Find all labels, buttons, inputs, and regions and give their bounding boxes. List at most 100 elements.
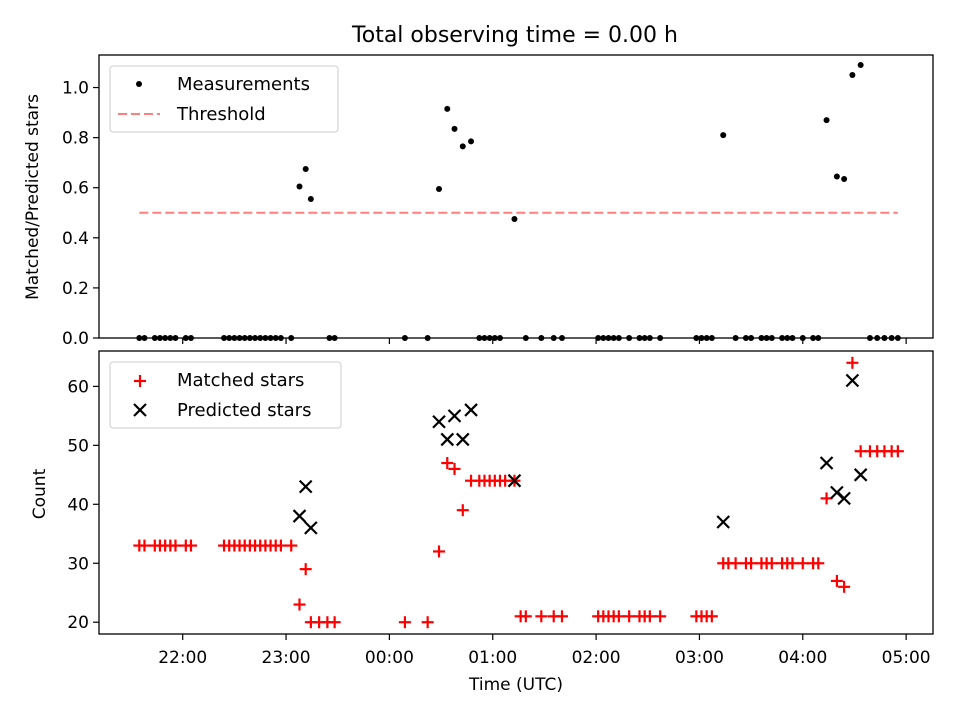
star-count-panel: 22:00 23:00 00:00 01:00 02:00 03:00 04:00 05:00… xyxy=(30,350,934,668)
bottom-y-axis-label: Count xyxy=(30,468,50,519)
matched-stars-point xyxy=(786,557,799,570)
y-tick-label: 0.8 xyxy=(62,129,89,149)
predicted-stars-point xyxy=(837,491,851,506)
y-tick-label: 20 xyxy=(67,613,89,633)
predicted-stars-point xyxy=(716,515,730,529)
matched-stars-point xyxy=(441,457,454,470)
matched-stars-point xyxy=(820,492,833,505)
matched-stars-point xyxy=(623,610,636,623)
y-tick-label: 50 xyxy=(67,436,89,456)
y-tick-label: 0.2 xyxy=(62,279,89,299)
matched-stars-point xyxy=(745,557,758,570)
predicted-stars-point xyxy=(292,509,307,523)
matched-stars-point xyxy=(398,616,411,629)
bottom-plot-frame xyxy=(98,350,934,635)
matched-stars-point xyxy=(421,616,434,629)
measurements-point xyxy=(436,185,443,192)
matched-stars-point xyxy=(729,557,742,570)
matched-stars-point xyxy=(184,539,197,552)
measurements-point xyxy=(720,132,727,139)
x-tick-label: 22:00 xyxy=(158,648,207,668)
x-tick-label: 02:00 xyxy=(572,648,621,668)
legend-threshold-label: Threshold xyxy=(176,104,266,125)
predicted-stars-point xyxy=(853,468,868,482)
x-axis-label: Time (UTC) xyxy=(468,675,563,695)
bottom-axis-ticks: 22:00 23:00 00:00 01:00 02:00 03:00 04:00 05:00… xyxy=(67,377,930,668)
x-tick-label: 01:00 xyxy=(468,648,517,668)
x-tick-label: 05:00 xyxy=(882,648,931,668)
matched-stars-point xyxy=(293,598,306,611)
y-tick-label: 60 xyxy=(67,377,89,397)
measurements-point xyxy=(302,165,309,172)
predicted-stars-point xyxy=(304,521,318,535)
matched-stars-point xyxy=(169,539,182,552)
matched-stars-point xyxy=(654,610,667,623)
bottom-legend: Matched stars Predicted stars xyxy=(109,361,342,429)
predicted-stars-point xyxy=(845,373,860,388)
measurements-point xyxy=(468,138,475,145)
legend-predicted-marker xyxy=(133,403,147,417)
matched-stars-point xyxy=(535,610,548,623)
matched-stars-point xyxy=(830,574,843,587)
top-legend-box xyxy=(109,65,339,133)
matched-stars-point xyxy=(328,616,341,629)
x-tick-label: 04:00 xyxy=(778,648,827,668)
measurements-point xyxy=(841,175,848,182)
matched-stars-point xyxy=(448,462,461,475)
matched-stars-point xyxy=(612,610,625,623)
legend-matched-label: Matched stars xyxy=(177,370,304,391)
matched-stars-point xyxy=(891,445,904,458)
matched-ratio-panel: 0.0 0.2 0.4 0.6 0.8 1.0 Matched/Predicted sta… xyxy=(23,54,934,349)
y-tick-label: 0.4 xyxy=(62,229,89,249)
predicted-stars-point xyxy=(432,414,446,429)
y-tick-label: 40 xyxy=(67,495,89,515)
measurements-point xyxy=(511,216,518,223)
predicted-stars-point xyxy=(298,479,313,494)
predicted-stars-point xyxy=(464,403,478,417)
measurements-point xyxy=(296,183,303,190)
bottom-legend-box xyxy=(109,361,342,429)
measurements-point xyxy=(444,105,451,112)
matched-stars-point xyxy=(138,539,151,552)
top-plot-frame xyxy=(98,54,934,339)
matched-stars-point xyxy=(274,539,287,552)
measurements-point xyxy=(823,117,830,124)
matched-stars-point xyxy=(555,610,568,623)
measurements-point xyxy=(307,196,314,203)
measurements-point xyxy=(857,62,864,69)
x-tick-label: 00:00 xyxy=(365,648,414,668)
x-tick-label: 03:00 xyxy=(675,648,724,668)
matched-stars-point xyxy=(456,504,469,517)
legend-predicted-label: Predicted stars xyxy=(177,400,311,421)
top-legend: Measurements Threshold xyxy=(109,65,339,133)
predicted-stars-point xyxy=(440,432,455,447)
measurements-point xyxy=(459,143,466,150)
figure-title: Total observing time = 0.00 h xyxy=(351,23,678,48)
matched-stars-point xyxy=(765,557,778,570)
legend-measurements-marker xyxy=(136,81,142,87)
matched-stars-point xyxy=(643,610,656,623)
top-axis-ticks: 0.0 0.2 0.4 0.6 0.8 1.0 xyxy=(62,79,907,349)
y-tick-label: 0.0 xyxy=(62,329,89,349)
legend-matched-marker xyxy=(134,375,146,387)
matched-stars-point xyxy=(796,557,809,570)
legend-measurements-label: Measurements xyxy=(177,74,310,95)
top-y-axis-label: Matched/Predicted stars xyxy=(23,94,43,300)
x-tick-label: 23:00 xyxy=(262,648,311,668)
matched-stars-point xyxy=(705,610,718,623)
matched-stars-point xyxy=(519,610,532,623)
matched-stars-point xyxy=(812,557,825,570)
y-tick-label: 0.6 xyxy=(62,179,89,199)
predicted-stars-point xyxy=(819,456,834,470)
measurements-point xyxy=(451,125,458,132)
matched-stars-point xyxy=(846,356,859,369)
predicted-stars-point xyxy=(507,473,522,488)
measurements-point xyxy=(849,72,856,79)
y-tick-label: 1.0 xyxy=(62,79,89,99)
matched-stars-point xyxy=(838,580,851,593)
predicted-stars-point xyxy=(447,409,462,423)
matched-stars-point xyxy=(299,563,312,576)
bottom-plot-marks xyxy=(133,356,904,629)
matched-stars-point xyxy=(285,539,298,552)
